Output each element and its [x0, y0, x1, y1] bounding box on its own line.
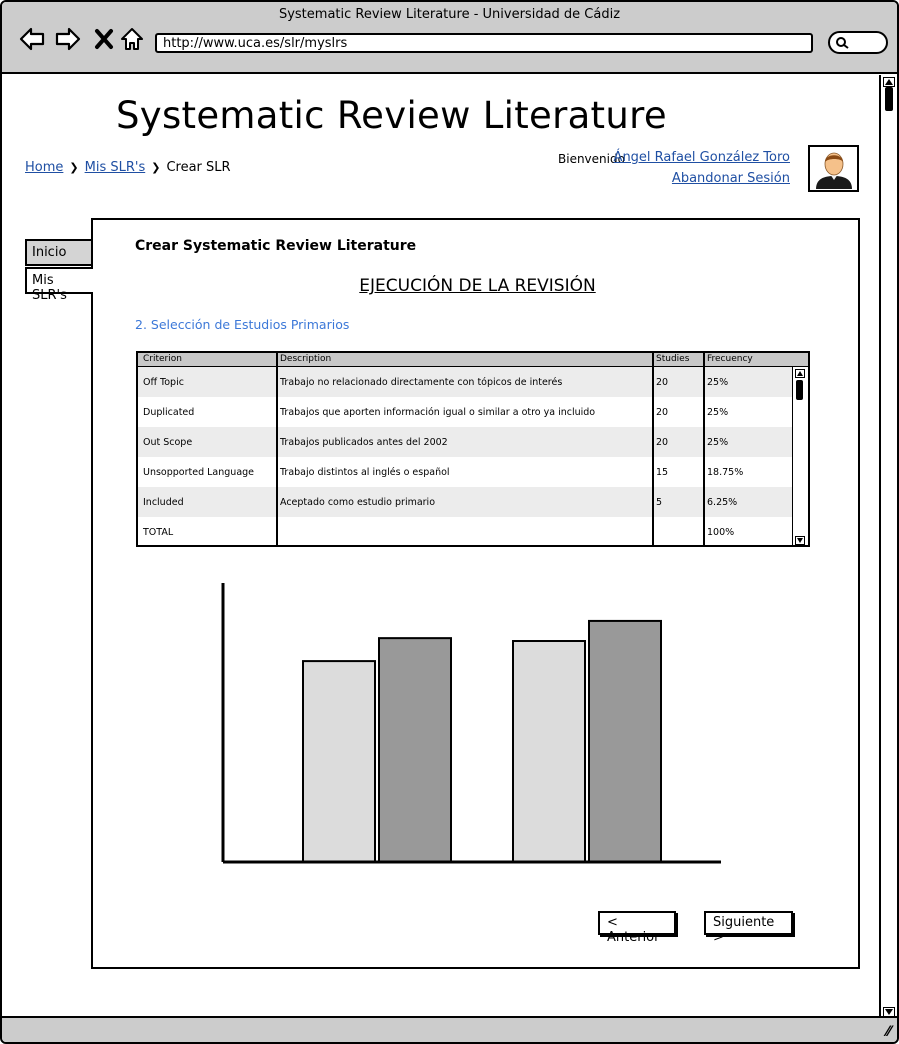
cell-criterion: TOTAL	[143, 527, 174, 538]
cell-criterion: Duplicated	[143, 407, 195, 418]
table-scroll-thumb[interactable]	[796, 380, 803, 400]
column-header-frecuency: Frecuency	[707, 354, 753, 364]
table-row[interactable]: Duplicated Trabajos que aporten informac…	[138, 397, 792, 427]
criteria-table[interactable]: Criterion Description Studies Frecuency …	[136, 351, 810, 547]
user-name-link[interactable]: Ángel Rafael González Toro	[613, 150, 790, 165]
cell-studies: 20	[656, 437, 669, 448]
cell-frecuency: 25%	[707, 407, 729, 418]
welcome-label: Bienvenido	[558, 152, 625, 166]
cell-criterion: Off Topic	[143, 377, 184, 388]
cell-frecuency: 100%	[707, 527, 735, 538]
cell-description: Trabajos publicados antes del 2002	[280, 437, 448, 448]
subsection-title: 2. Selección de Estudios Primarios	[135, 317, 350, 332]
chevron-right-icon: ❯	[69, 161, 79, 174]
window-title: Systematic Review Literature - Universid…	[278, 7, 621, 22]
panel-title: Crear Systematic Review Literature	[135, 238, 417, 254]
scroll-up-icon[interactable]	[883, 77, 895, 87]
table-row[interactable]: Off Topic Trabajo no relacionado directa…	[138, 367, 792, 397]
home-icon[interactable]	[117, 24, 147, 54]
cell-description: Trabajo no relacionado directamente con …	[280, 377, 563, 388]
cell-frecuency: 25%	[707, 437, 729, 448]
cell-criterion: Out Scope	[143, 437, 193, 448]
cell-description: Aceptado como estudio primario	[280, 497, 436, 508]
back-arrow-icon[interactable]	[17, 24, 47, 54]
tab-mis-slrs[interactable]: Mis SLR's	[25, 267, 93, 303]
cell-criterion: Unsopported Language	[143, 467, 255, 478]
resize-grip-icon[interactable]: ⁄⁄	[886, 1024, 891, 1040]
next-button[interactable]: Siguiente >	[704, 911, 793, 945]
chevron-right-icon: ❯	[151, 161, 161, 174]
stop-x-icon[interactable]	[89, 24, 119, 54]
section-title: EJECUCIÓN DE LA REVISIÓN	[93, 276, 858, 296]
breadcrumb-myslrs-link[interactable]: Mis SLR's	[84, 160, 146, 175]
bar-chart	[221, 583, 721, 864]
page-scroll-thumb[interactable]	[885, 87, 893, 111]
cell-frecuency: 18.75%	[707, 467, 744, 478]
cell-studies: 5	[656, 497, 663, 508]
chart-bar-group2-series1	[512, 640, 586, 864]
column-header-description: Description	[280, 354, 332, 364]
cell-description: Trabajos que aporten información igual o…	[280, 407, 596, 418]
user-avatar-icon[interactable]	[808, 145, 859, 192]
breadcrumb-home-link[interactable]: Home	[25, 160, 64, 175]
cell-studies: 20	[656, 407, 669, 418]
cell-frecuency: 6.25%	[707, 497, 738, 508]
browser-search-input[interactable]	[828, 31, 888, 54]
browser-statusbar: ⁄⁄	[2, 1016, 897, 1042]
cell-frecuency: 25%	[707, 377, 729, 388]
cell-studies: 20	[656, 377, 669, 388]
table-row[interactable]: Included Aceptado como estudio primario …	[138, 487, 792, 517]
table-row[interactable]: Unsopported Language Trabajo distintos a…	[138, 457, 792, 487]
breadcrumb-current: Crear SLR	[166, 160, 231, 175]
chart-bar-group1-series1	[302, 660, 376, 863]
scroll-up-icon[interactable]	[795, 369, 805, 378]
cell-studies: 15	[656, 467, 669, 478]
column-header-criterion: Criterion	[143, 354, 182, 364]
column-header-studies: Studies	[656, 354, 690, 364]
previous-button[interactable]: < Anterior	[598, 911, 676, 945]
cell-criterion: Included	[143, 497, 184, 508]
table-scrollbar[interactable]	[792, 367, 808, 545]
search-icon	[836, 37, 849, 49]
column-divider	[652, 353, 654, 545]
scroll-down-icon[interactable]	[795, 536, 805, 545]
table-row[interactable]: Out Scope Trabajos publicados antes del …	[138, 427, 792, 457]
logout-link[interactable]: Abandonar Sesión	[671, 171, 790, 186]
column-divider	[703, 353, 705, 545]
tab-inicio[interactable]: Inicio	[25, 239, 93, 266]
column-divider	[276, 353, 278, 545]
breadcrumb: Home ❯ Mis SLR's ❯ Crear SLR	[25, 160, 231, 175]
cell-description: Trabajo distintos al inglés o español	[280, 467, 450, 478]
app-title: Systematic Review Literature	[116, 94, 667, 137]
section-title-text: EJECUCIÓN DE LA REVISIÓN	[359, 276, 596, 296]
browser-titlebar: Systematic Review Literature - Universid…	[2, 2, 897, 74]
table-row[interactable]: TOTAL 100%	[138, 517, 792, 545]
page-scrollbar[interactable]	[879, 75, 897, 1019]
url-input[interactable]: http://www.uca.es/slr/myslrs	[155, 33, 813, 53]
table-header: Criterion Description Studies Frecuency	[138, 353, 808, 367]
forward-arrow-icon[interactable]	[53, 24, 83, 54]
chart-bar-group2-series2	[588, 619, 662, 863]
content-panel: Crear Systematic Review Literature EJECU…	[91, 218, 860, 969]
chart-bar-group1-series2	[378, 637, 452, 863]
